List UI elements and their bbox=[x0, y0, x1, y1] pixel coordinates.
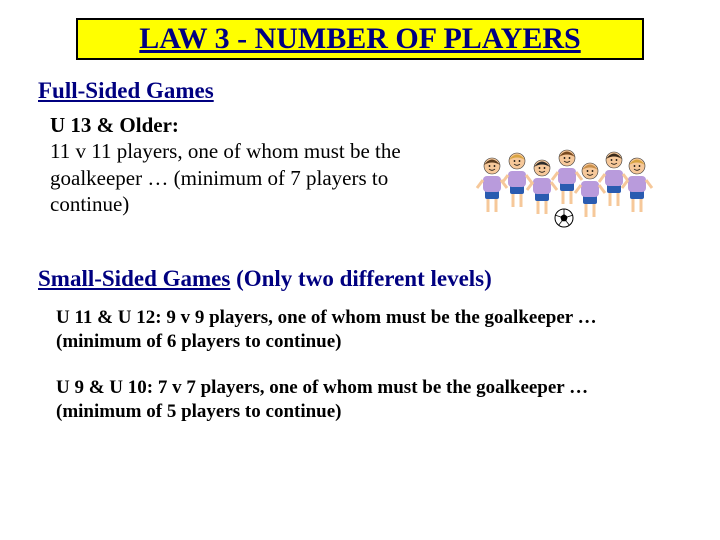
full-sided-body: 11 v 11 players, one of whom must be the… bbox=[50, 139, 401, 216]
small-sided-item-1: U 9 & U 10: 7 v 7 players, one of whom m… bbox=[38, 376, 658, 424]
full-sided-text: U 13 & Older: 11 v 11 players, one of wh… bbox=[38, 112, 433, 218]
page-title: LAW 3 - NUMBER OF PLAYERS bbox=[139, 22, 580, 55]
small-sided-lead-0: U 11 & U 12: bbox=[56, 307, 166, 328]
heading-small-sided-rest: (Only two different levels) bbox=[230, 266, 491, 291]
full-sided-section: U 13 & Older: 11 v 11 players, one of wh… bbox=[38, 112, 682, 242]
heading-small-sided: Small-Sided Games (Only two different le… bbox=[38, 266, 682, 292]
heading-full-sided: Full-Sided Games bbox=[38, 78, 682, 104]
title-box: LAW 3 - NUMBER OF PLAYERS bbox=[76, 18, 644, 60]
full-sided-lead: U 13 & Older: bbox=[50, 113, 179, 137]
team-illustration-icon bbox=[472, 108, 672, 238]
heading-small-sided-underlined: Small-Sided Games bbox=[38, 266, 230, 291]
small-sided-lead-1: U 9 & U 10: bbox=[56, 377, 158, 398]
small-sided-item-0: U 11 & U 12: 9 v 9 players, one of whom … bbox=[38, 306, 658, 354]
